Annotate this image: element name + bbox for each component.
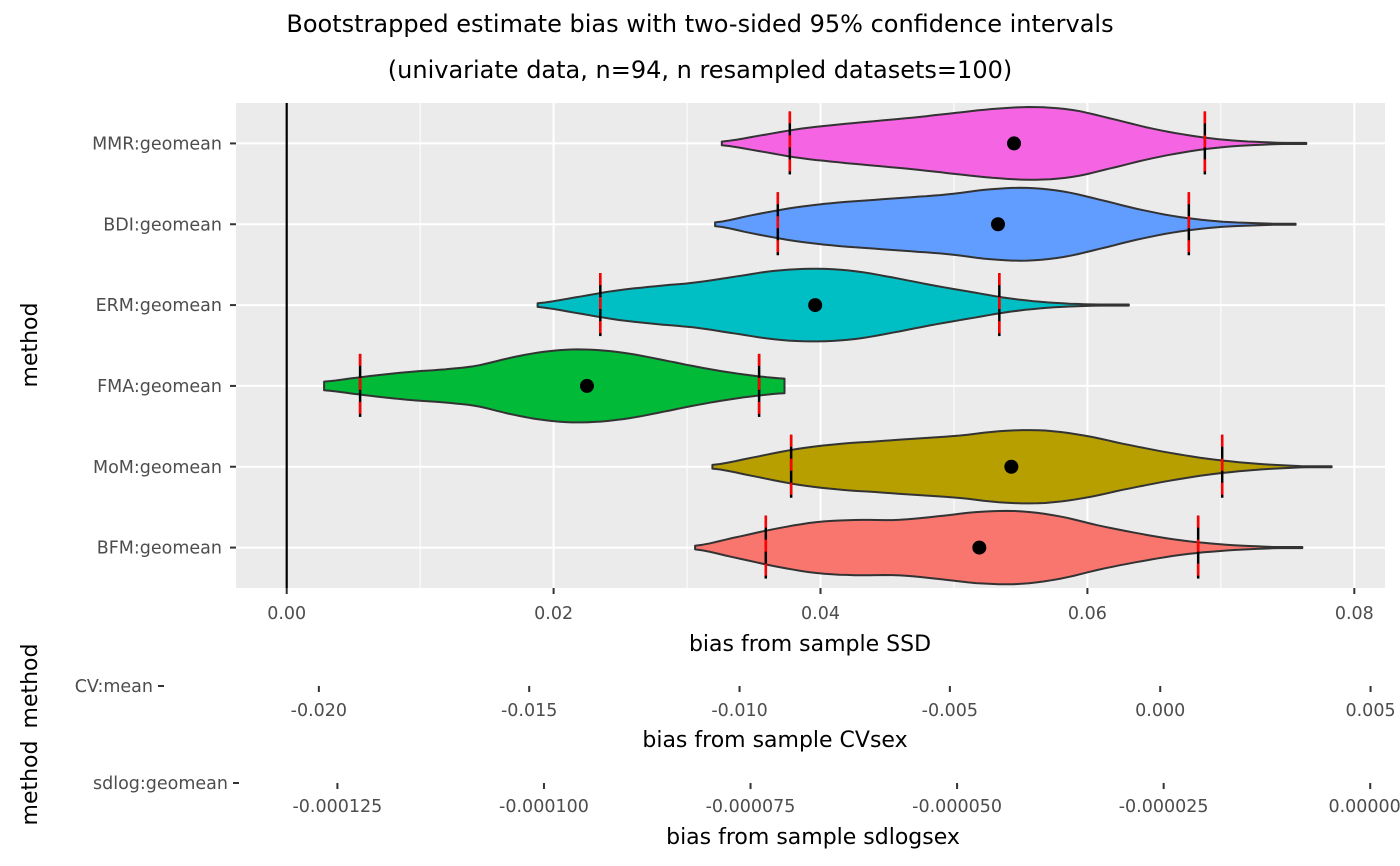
x-axis-title-sdlogsex: bias from sample sdlogsex	[666, 825, 960, 850]
estimate-point	[808, 298, 823, 313]
cvsex-axis-strip: CV:mean -0.020 -0.015 -0.010 -0.005 0.000 0.00…	[75, 677, 1396, 721]
x-tick-label: 0.02	[534, 604, 573, 624]
y-tick-label: ERM:geomean	[96, 296, 222, 316]
y-axis-title-sdlogsex: method	[18, 741, 43, 826]
violin-group	[714, 186, 1297, 262]
x-tick-label: 0.000	[1135, 701, 1185, 721]
y-tick-label: CV:mean	[75, 677, 153, 697]
sdlogsex-axis-strip: sdlog:geomean -0.000125 -0.000100 -0.000075…	[93, 774, 1400, 817]
y-axis-title-main: method	[18, 303, 43, 388]
violin-erm	[536, 267, 1130, 343]
x-tick-label: 0.06	[1068, 604, 1107, 624]
x-axis-title-ssd: bias from sample SSD	[689, 632, 931, 657]
violin-group	[694, 509, 1304, 586]
estimate-point	[579, 378, 594, 393]
y-tick-label: BDI:geomean	[103, 215, 222, 235]
x-axis-title-cvsex: bias from sample CVsex	[642, 728, 907, 753]
y-tick-label: FMA:geomean	[97, 377, 222, 397]
x-tick-label: -0.000050	[912, 797, 1002, 817]
violins	[323, 106, 1333, 586]
estimate-point	[1004, 459, 1019, 474]
x-tick-label: -0.000100	[499, 797, 589, 817]
estimate-point	[990, 217, 1005, 232]
estimate-point	[972, 540, 987, 555]
x-tick-label: 0.000000	[1328, 797, 1400, 817]
x-tick-label: 0.04	[801, 604, 840, 624]
x-tick-label: 0.08	[1335, 604, 1374, 624]
x-tick-label: -0.010	[711, 701, 767, 721]
x-axis-main: 0.00 0.02 0.04 0.06 0.08	[267, 588, 1374, 624]
violin-mom	[711, 429, 1333, 505]
x-tick-label: 0.005	[1345, 701, 1395, 721]
x-tick-label: -0.015	[501, 701, 557, 721]
x-tick-label: 0.00	[267, 604, 306, 624]
chart-title: Bootstrapped estimate bias with two-side…	[286, 10, 1113, 38]
y-tick-label: BFM:geomean	[97, 539, 222, 559]
y-axis-title-cvsex: method	[18, 644, 43, 729]
x-tick-label: -0.000075	[706, 797, 796, 817]
estimate-point	[1007, 136, 1022, 151]
y-tick-label: MMR:geomean	[92, 134, 222, 154]
violin-group	[711, 429, 1333, 505]
violin-group	[720, 106, 1308, 181]
y-tick-label: MoM:geomean	[93, 458, 222, 478]
y-axis-main: MMR:geomean BDI:geomean ERM:geomean FMA:geo…	[92, 134, 236, 559]
violin-bfm	[694, 509, 1304, 586]
violin-group	[323, 348, 786, 424]
x-tick-label: -0.000125	[292, 797, 382, 817]
x-tick-label: -0.000025	[1119, 797, 1209, 817]
violin-fma	[323, 348, 786, 424]
x-tick-label: -0.020	[291, 701, 347, 721]
chart-subtitle: (univariate data, n=94, n resampled data…	[388, 56, 1012, 84]
plot-panel-background	[236, 103, 1385, 588]
x-tick-label: -0.005	[922, 701, 978, 721]
y-tick-label: sdlog:geomean	[93, 774, 228, 794]
violin-group	[536, 267, 1130, 343]
violin-bdi	[714, 186, 1297, 262]
